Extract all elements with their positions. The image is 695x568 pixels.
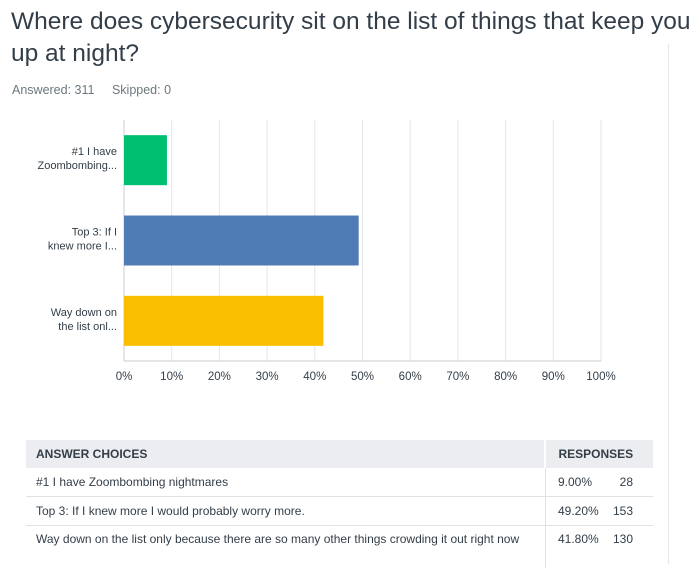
x-tick-label: 0% (116, 371, 133, 383)
response-percent: 41.80% (545, 526, 613, 568)
response-percent: 9.00% (545, 468, 613, 497)
bar (124, 216, 359, 266)
answer-choice-text: Way down on the list only because there … (26, 526, 545, 568)
skipped-count: Skipped: 0 (112, 83, 171, 97)
answer-choice-text: Top 3: If I knew more I would probably w… (26, 497, 545, 526)
answer-choices-header: ANSWER CHOICES (26, 440, 545, 468)
response-count: 130 (613, 526, 653, 568)
x-tick-label: 60% (399, 371, 422, 383)
x-tick-label: 20% (208, 371, 231, 383)
x-tick-label: 10% (160, 371, 183, 383)
responses-header: RESPONSES (545, 440, 653, 468)
x-tick-label: 40% (303, 371, 326, 383)
table-row: Way down on the list only because there … (26, 526, 653, 568)
answer-choice-text: #1 I have Zoombombing nightmares (26, 468, 545, 497)
response-count: 28 (613, 468, 653, 497)
answered-count: Answered: 311 (12, 83, 94, 97)
category-label: #1 I have Zoombombing... (38, 146, 117, 172)
x-tick-label: 80% (494, 371, 517, 383)
response-stats: Answered: 311 Skipped: 0 (12, 83, 185, 97)
x-tick-label: 50% (351, 371, 374, 383)
x-tick-label: 70% (446, 371, 469, 383)
x-tick-label: 30% (256, 371, 279, 383)
response-count: 153 (613, 497, 653, 526)
category-label-line: Zoombombing... (38, 160, 117, 172)
category-label: Top 3: If I knew more I... (48, 227, 117, 253)
category-label-line: the list onl... (58, 321, 117, 333)
responses-table: ANSWER CHOICES RESPONSES #1 I have Zoomb… (26, 440, 653, 568)
category-label-line: #1 I have (72, 146, 117, 158)
x-tick-label: 100% (586, 371, 615, 383)
category-label-line: Top 3: If I (72, 227, 117, 239)
response-percent: 49.20% (545, 497, 613, 526)
category-label-line: knew more I... (48, 241, 117, 253)
bar (124, 296, 323, 346)
question-title: Where does cybersecurity sit on the list… (11, 6, 691, 70)
table-row: Top 3: If I knew more I would probably w… (26, 497, 653, 526)
table-header-row: ANSWER CHOICES RESPONSES (26, 440, 653, 468)
bar (124, 135, 167, 185)
category-label: Way down on the list onl... (51, 307, 117, 333)
category-label-line: Way down on (51, 307, 117, 319)
table-row: #1 I have Zoombombing nightmares 9.00% 2… (26, 468, 653, 497)
bar-chart: 0% 10% 20% 30% 40% 50% 60% 70% 80% 90% 100% #1 I ha… (0, 120, 695, 395)
x-tick-label: 90% (542, 371, 565, 383)
